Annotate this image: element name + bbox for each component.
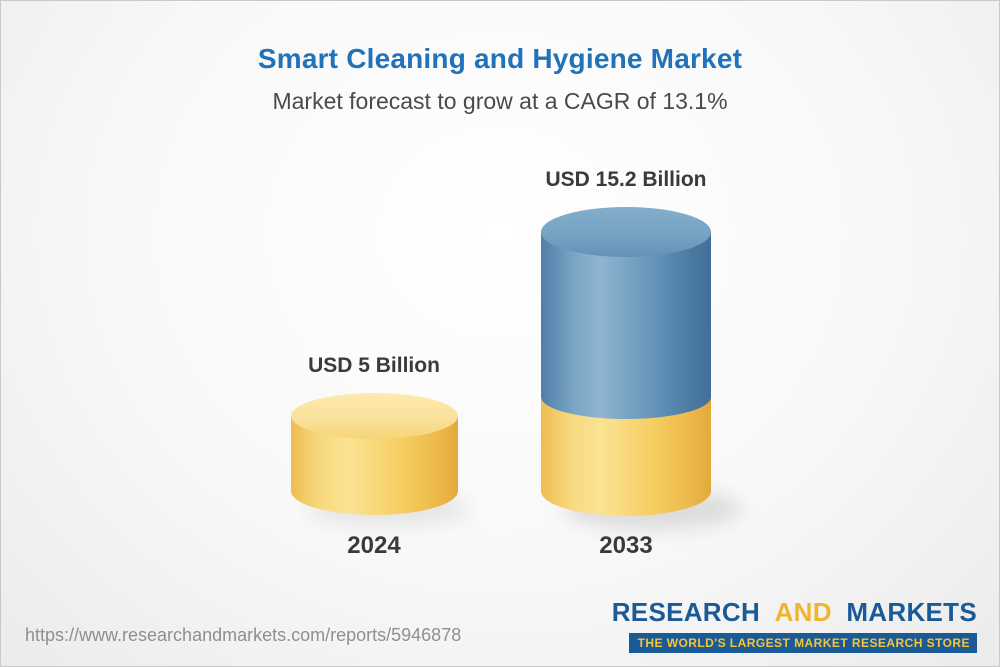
chart-subtitle: Market forecast to grow at a CAGR of 13.… — [272, 88, 728, 114]
bar-2024 — [291, 393, 458, 515]
logo-word-markets: MARKETS — [846, 597, 977, 627]
research-and-markets-logo: RESEARCH AND MARKETS THE WORLD'S LARGEST… — [612, 597, 977, 653]
bar-2024-top-cap — [291, 393, 458, 439]
bar-2033-top-cap — [541, 207, 711, 257]
logo-word-and: AND — [774, 597, 832, 627]
logo-word-research: RESEARCH — [611, 597, 761, 627]
axis-label-2024: 2024 — [347, 532, 401, 559]
axis-label-2033: 2033 — [599, 532, 653, 559]
value-label-2033: USD 15.2 Billion — [545, 168, 707, 191]
logo-tagline: THE WORLD'S LARGEST MARKET RESEARCH STOR… — [628, 633, 977, 653]
bar-2033 — [541, 207, 711, 516]
logo-wordmark: RESEARCH AND MARKETS — [612, 597, 977, 628]
bar-2033-growth-segment — [541, 232, 711, 419]
report-url: https://www.researchandmarkets.com/repor… — [25, 625, 462, 645]
value-label-2024: USD 5 Billion — [308, 354, 440, 377]
chart-title: Smart Cleaning and Hygiene Market — [257, 43, 743, 74]
